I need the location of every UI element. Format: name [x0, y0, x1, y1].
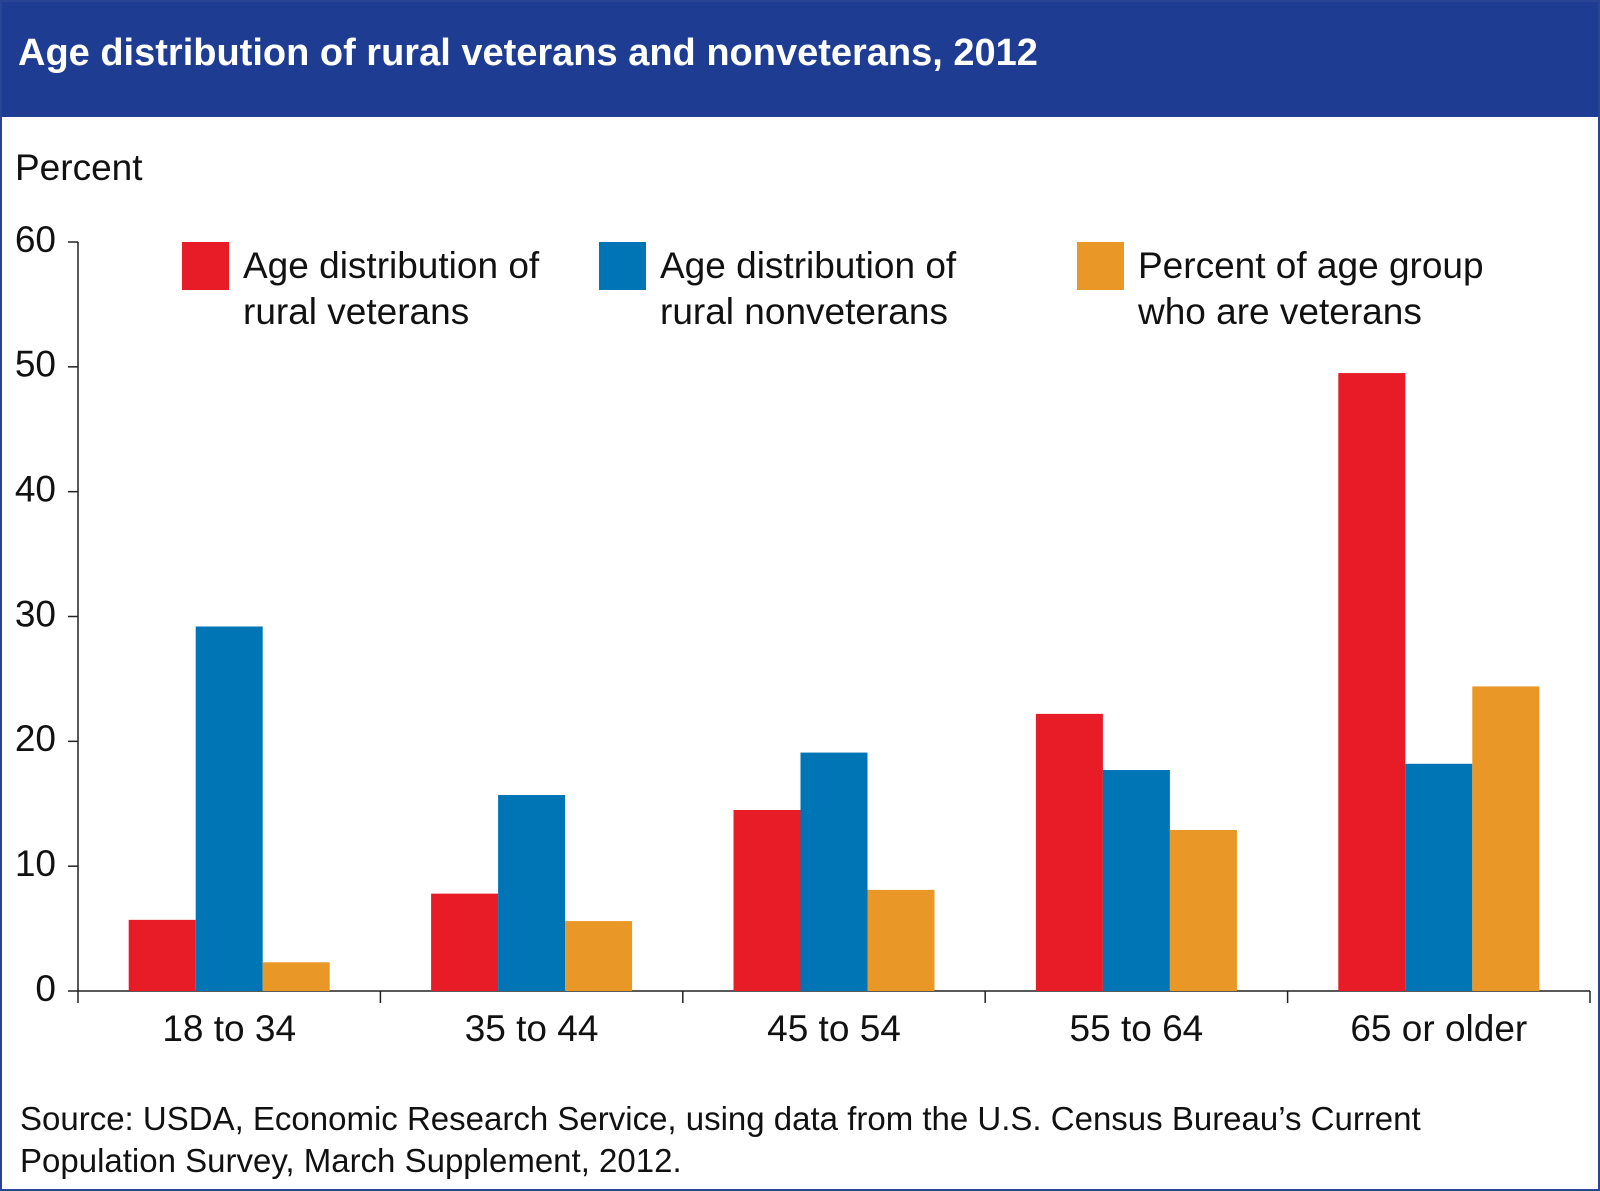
x-tick-label: 35 to 44: [465, 1008, 599, 1049]
bar: [1102, 770, 1170, 991]
bar: [195, 626, 263, 991]
y-tick-label: 30: [15, 593, 56, 634]
bar: [1338, 373, 1406, 991]
x-tick-label: 65 or older: [1350, 1008, 1527, 1049]
x-tick-label: 45 to 54: [767, 1008, 901, 1049]
bar: [498, 795, 566, 991]
legend-swatch: [599, 242, 646, 290]
legend-label: Percent of age group who are veterans: [1138, 245, 1484, 332]
bar: [565, 921, 633, 991]
header: Age distribution of rural veterans and n…: [0, 0, 1600, 117]
y-axis-label: Percent: [15, 147, 143, 188]
legend-label: Age distribution of rural veterans: [243, 245, 540, 332]
x-tick-label: 55 to 64: [1070, 1008, 1204, 1049]
y-tick-label: 10: [15, 843, 56, 884]
bar: [262, 962, 330, 991]
legend-swatch: [182, 242, 229, 290]
x-tick-label: 18 to 34: [162, 1008, 296, 1049]
bar: [431, 893, 499, 991]
y-tick-label: 40: [15, 468, 56, 509]
y-tick-label: 50: [15, 344, 56, 385]
bar: [800, 752, 868, 991]
chart-title: Age distribution of rural veterans and n…: [18, 32, 1038, 74]
legend-swatch: [1077, 242, 1124, 290]
bar: [1472, 686, 1540, 991]
bar: [867, 889, 935, 991]
bar: [1169, 829, 1237, 991]
bar: [733, 809, 801, 991]
y-tick-label: 0: [35, 968, 56, 1009]
bar: [1405, 763, 1473, 991]
bar: [1035, 713, 1103, 991]
legend-label: Age distribution of rural nonveterans: [660, 245, 957, 332]
source-note: Source: USDA, Economic Research Service,…: [20, 1100, 1421, 1179]
bar: [128, 919, 196, 991]
y-tick-label: 60: [15, 219, 56, 260]
y-tick-label: 20: [15, 718, 56, 759]
